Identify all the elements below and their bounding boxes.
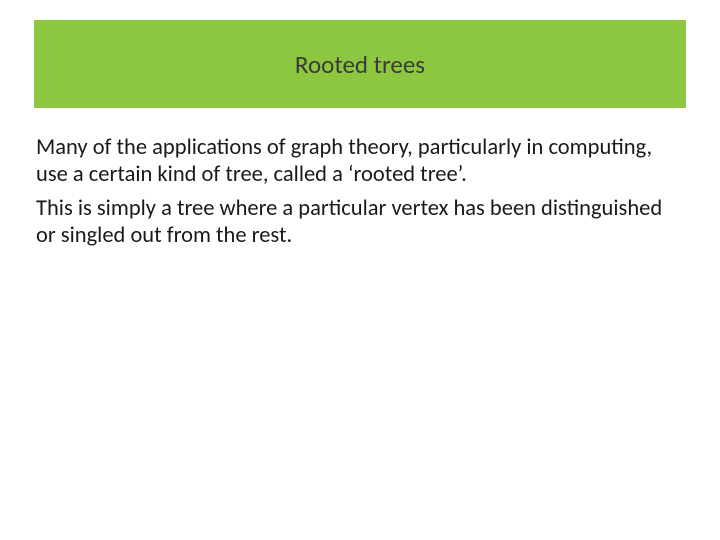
- title-band: Rooted trees: [34, 20, 686, 108]
- body-paragraph: This is simply a tree where a particular…: [36, 195, 684, 250]
- slide: Rooted trees Many of the applications of…: [0, 0, 720, 540]
- slide-body: Many of the applications of graph theory…: [36, 134, 684, 256]
- slide-title: Rooted trees: [295, 49, 425, 80]
- body-paragraph: Many of the applications of graph theory…: [36, 134, 684, 189]
